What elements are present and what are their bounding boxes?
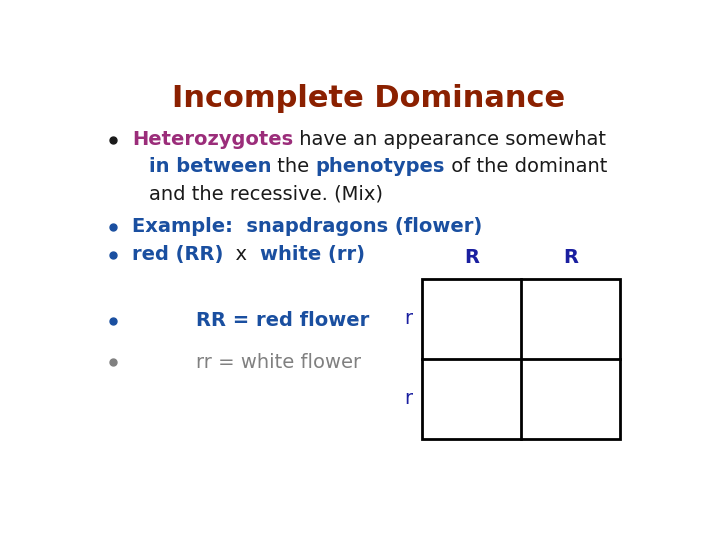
- Text: in between: in between: [148, 157, 271, 176]
- Text: r: r: [404, 389, 412, 408]
- Text: red (RR): red (RR): [132, 245, 223, 264]
- Text: Incomplete Dominance: Incomplete Dominance: [172, 84, 566, 112]
- Text: the: the: [271, 157, 315, 176]
- Text: Example:  snapdragons (flower): Example: snapdragons (flower): [132, 218, 482, 237]
- Text: R: R: [464, 248, 479, 267]
- Text: and the recessive. (Mix): and the recessive. (Mix): [148, 184, 382, 203]
- Text: r: r: [404, 309, 412, 328]
- Text: Heterozygotes: Heterozygotes: [132, 130, 293, 149]
- Text: rr = white flower: rr = white flower: [196, 353, 361, 372]
- Text: phenotypes: phenotypes: [315, 157, 445, 176]
- Text: of the dominant: of the dominant: [445, 157, 607, 176]
- Bar: [422, 279, 620, 439]
- Text: have an appearance somewhat: have an appearance somewhat: [293, 130, 606, 149]
- Text: RR = red flower: RR = red flower: [196, 311, 369, 330]
- Text: white (rr): white (rr): [260, 245, 365, 264]
- Text: R: R: [563, 248, 578, 267]
- Text: x: x: [223, 245, 260, 264]
